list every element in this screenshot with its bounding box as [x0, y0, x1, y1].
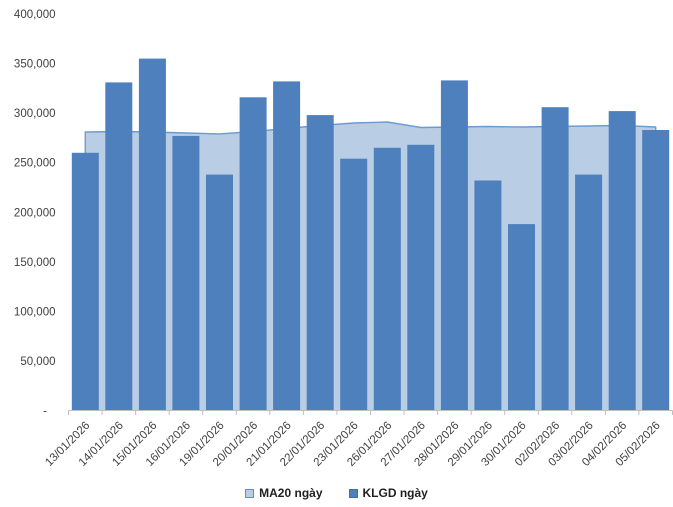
y-axis-tick-label: 350,000 — [14, 59, 56, 71]
volume-bar — [474, 180, 502, 411]
volume-bar — [105, 82, 133, 411]
volume-bar — [172, 135, 200, 411]
legend: MA20 ngày KLGD ngày — [0, 482, 673, 504]
legend-item-ma20: MA20 ngày — [245, 486, 323, 500]
volume-bar — [407, 144, 435, 411]
y-axis-tick-label: 100,000 — [14, 306, 56, 318]
volume-bar — [138, 58, 166, 411]
volume-bar — [306, 115, 334, 411]
y-axis-tick-label: 250,000 — [14, 158, 56, 170]
y-axis-labels: 400,000 350,000 300,000 250,000 200,000 150,0… — [14, 9, 56, 418]
volume-bar — [239, 97, 267, 411]
y-axis-tick-label: 150,000 — [14, 257, 56, 269]
legend-item-klgd: KLGD ngày — [348, 486, 428, 500]
ma20-area-series — [84, 121, 657, 411]
x-axis — [68, 410, 673, 415]
klgd-bar-series — [71, 58, 670, 411]
y-axis-tick-label: 300,000 — [14, 108, 56, 120]
ma20-area-fill — [85, 122, 656, 411]
volume-bar — [541, 107, 569, 411]
y-axis-tick-label: 200,000 — [14, 207, 56, 219]
volume-bar — [206, 174, 233, 411]
legend-label-ma20: MA20 ngày — [259, 486, 323, 500]
volume-bar — [575, 174, 603, 411]
volume-bar — [440, 80, 468, 411]
x-axis-labels: 13/01/202614/01/202615/01/202616/01/2026… — [43, 420, 663, 469]
volume-bar — [508, 224, 535, 411]
klgd-bar-swatch-icon — [348, 488, 358, 498]
volume-bar — [608, 111, 636, 411]
ma20-area-swatch-icon — [245, 488, 255, 498]
legend-label-klgd: KLGD ngày — [362, 486, 428, 500]
volume-bar — [373, 147, 401, 411]
plot-area: 400,000 350,000 300,000 250,000 200,000 150,0… — [14, 9, 673, 469]
volume-bar — [340, 158, 368, 411]
y-axis-tick-label: 50,000 — [20, 356, 55, 368]
volume-bar — [71, 152, 99, 411]
volume-bar — [273, 81, 301, 411]
volume-bar — [642, 130, 670, 411]
y-axis-tick-label: 400,000 — [14, 9, 56, 21]
y-axis-tick-label: - — [43, 406, 47, 418]
